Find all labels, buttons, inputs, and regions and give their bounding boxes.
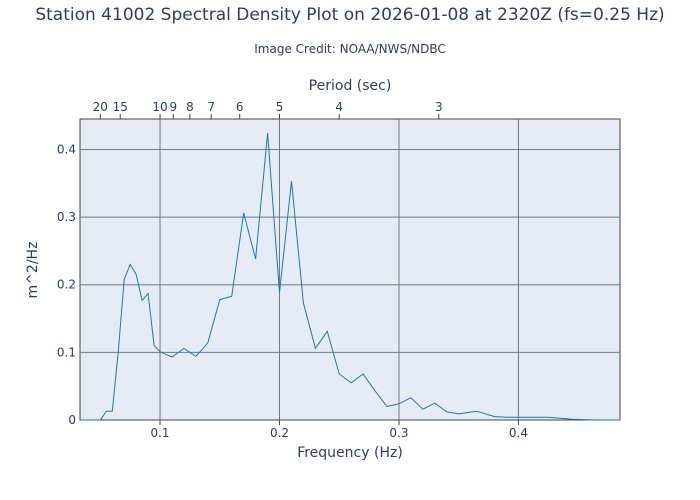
y-tick-label-2: 0.2: [57, 278, 76, 292]
period-tick-label-0: 20: [93, 100, 108, 114]
period-tick-label-5: 7: [207, 100, 215, 114]
x-axis-title: Frequency (Hz): [297, 445, 403, 461]
period-tick-label-9: 3: [435, 100, 443, 114]
x-tick-label-0: 0.1: [150, 426, 169, 440]
period-tick-label-1: 15: [113, 100, 128, 114]
period-tick-label-8: 4: [335, 100, 343, 114]
chart-title: Station 41002 Spectral Density Plot on 2…: [35, 5, 665, 25]
spectral-density-line: [80, 133, 620, 421]
image-credit: Image Credit: NOAA/NWS/NDBC: [254, 42, 446, 56]
y-tick-label-0: 0: [68, 413, 76, 427]
x-tick-label-3: 0.4: [509, 426, 528, 440]
y-ticks: 0 0.1 0.2 0.3 0.4: [57, 142, 76, 427]
y-tick-label-1: 0.1: [57, 345, 76, 359]
period-tick-label-2: 10: [152, 100, 167, 114]
period-tick-label-4: 8: [186, 100, 194, 114]
plot-background: [79, 118, 621, 421]
x-ticks: 0.1 0.2 0.3 0.4: [150, 420, 528, 440]
period-tick-label-3: 9: [169, 100, 177, 114]
x-tick-label-2: 0.3: [389, 426, 408, 440]
grid-lines: [80, 119, 620, 420]
y-tick-label-4: 0.4: [57, 142, 76, 156]
period-tick-label-6: 6: [236, 100, 244, 114]
period-ticks: 20 15 10 9 8 7 6 5 4 3: [93, 100, 443, 119]
period-tick-label-7: 5: [276, 100, 284, 114]
y-tick-label-3: 0.3: [57, 210, 76, 224]
x-tick-label-1: 0.2: [270, 426, 289, 440]
period-axis-title: Period (sec): [308, 78, 392, 94]
